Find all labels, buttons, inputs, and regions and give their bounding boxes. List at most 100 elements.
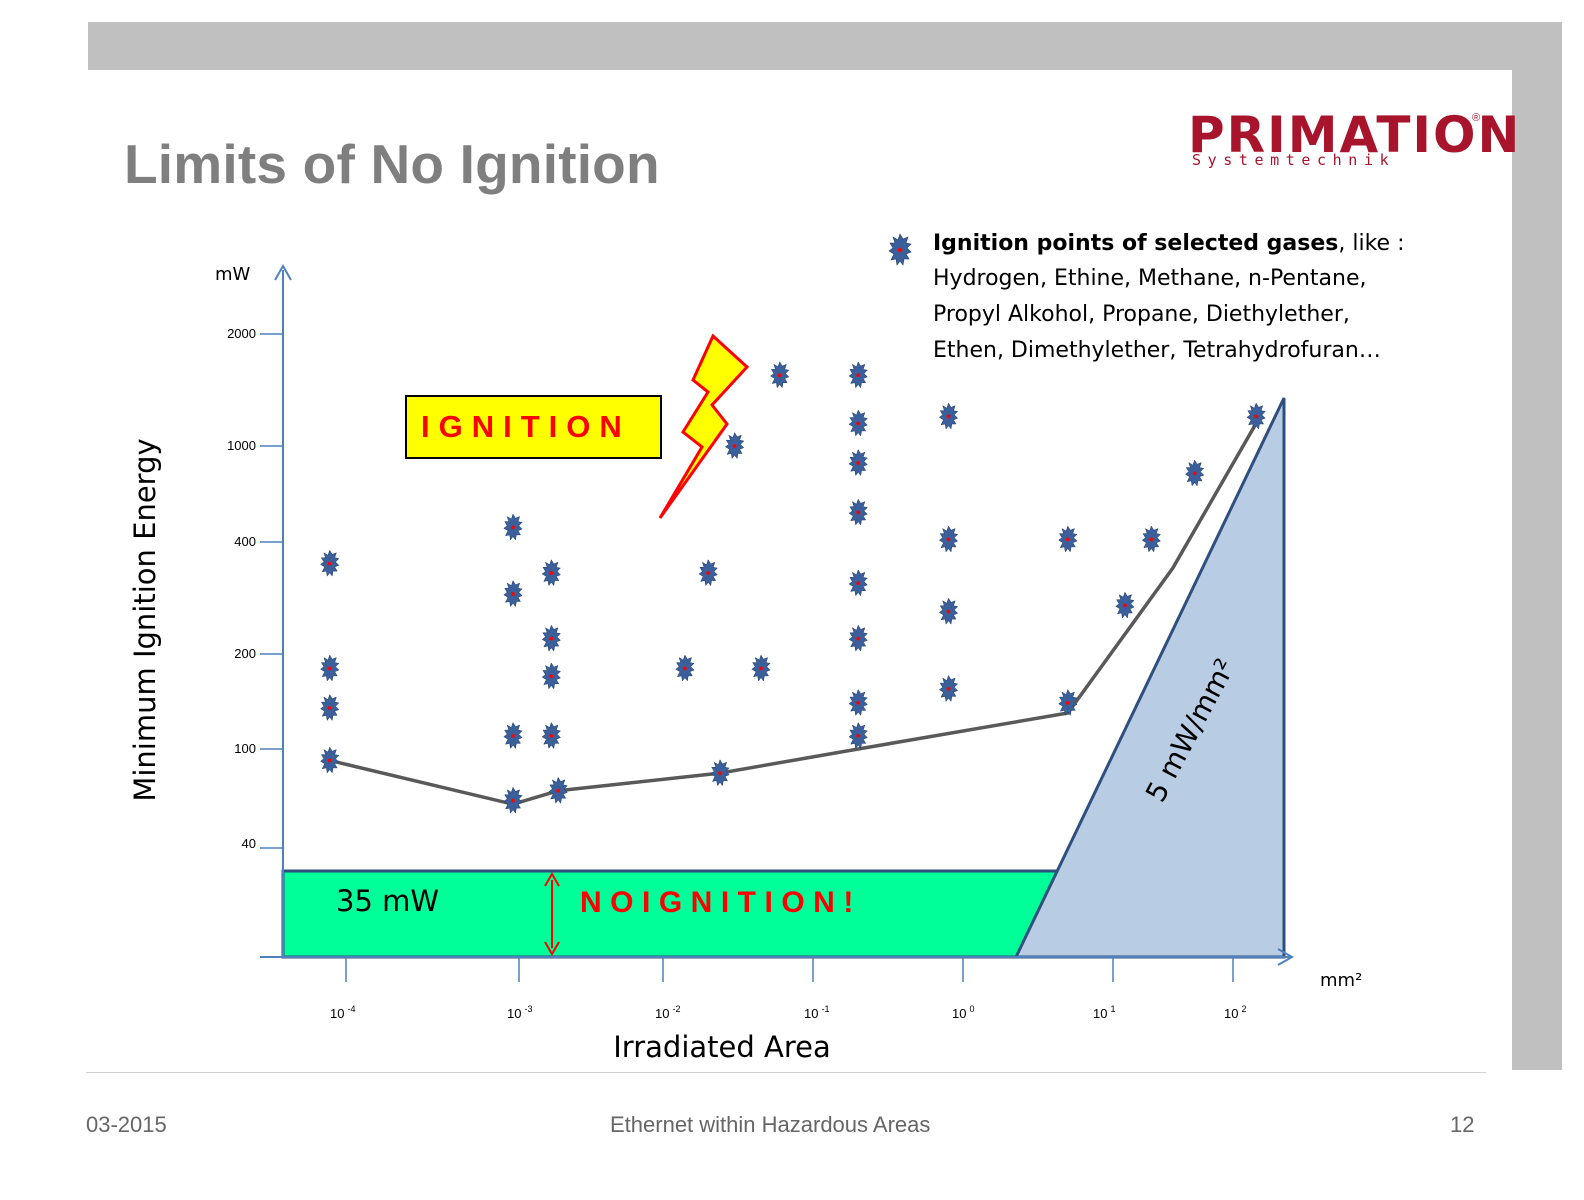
y-axis-arrow	[274, 263, 292, 281]
x-tick-label: 10 1	[1093, 1004, 1115, 1021]
x-axis-arrow	[1277, 948, 1295, 966]
ignition-point	[320, 694, 340, 721]
x-tick-exponent: -1	[821, 1004, 829, 1014]
ignition-point	[320, 746, 340, 774]
ignition-label: IGNITION	[421, 409, 631, 444]
side-bar	[1512, 70, 1562, 1070]
ignition-point	[938, 402, 959, 430]
ignition-point	[503, 513, 523, 541]
page-number: 12	[1450, 1112, 1475, 1137]
ignition-point	[1246, 402, 1266, 430]
y-tick-label: 2000	[227, 326, 256, 341]
ignition-point	[503, 722, 523, 749]
y-tick-label: 100	[234, 741, 256, 756]
ignition-point	[848, 361, 868, 389]
x-axis-title: Irradiated Area	[613, 1030, 830, 1064]
ignition-point	[848, 689, 868, 716]
axes	[260, 263, 1295, 966]
page-title: Limits of No Ignition	[124, 133, 660, 195]
x-unit-label: mm²	[1320, 970, 1362, 991]
x-tick-base: 10	[1224, 1006, 1238, 1021]
x-tick-exponent: -3	[524, 1004, 532, 1014]
ignition-point	[1185, 459, 1205, 487]
y-unit-label: mW	[215, 264, 251, 285]
ignition-point	[938, 675, 959, 702]
primation-logo: PRIMATION Systemtechnik ®	[1188, 110, 1519, 172]
x-tick-base: 10	[952, 1006, 966, 1021]
no-ignition-arrow	[544, 872, 560, 956]
footer-date: 03-2015	[86, 1112, 167, 1137]
x-tick-exponent: -2	[672, 1004, 680, 1014]
legend-marker-icon	[888, 233, 912, 266]
ignition-point	[848, 569, 868, 597]
ignition-point	[541, 624, 561, 652]
ignition-point	[725, 432, 745, 459]
top-bar	[88, 22, 1562, 70]
x-tick-base: 10	[330, 1006, 344, 1021]
footer-title: Ethernet within Hazardous Areas	[610, 1112, 931, 1137]
no-ignition-label: NOIGNITION!	[580, 886, 862, 919]
lightning-bolt-icon	[658, 333, 750, 519]
legend-line: Propyl Alkohol, Propane, Diethylether,	[933, 302, 1350, 327]
ignition-point	[1058, 525, 1078, 553]
ignition-point	[848, 722, 868, 749]
logo-registered-mark: ®	[1472, 112, 1481, 124]
ignition-point	[848, 449, 868, 476]
legend-line: Ethen, Dimethylether, Tetrahydrofuran…	[933, 338, 1381, 363]
x-tick-label: 10 0	[952, 1004, 974, 1021]
ignition-point	[710, 759, 730, 787]
y-tick-label: 1000	[227, 438, 256, 453]
x-tick-label: 10 -2	[655, 1004, 680, 1021]
x-tick-exponent: 2	[1241, 1004, 1246, 1014]
legend-suffix: , like :	[1338, 231, 1404, 256]
ignition-point	[848, 498, 868, 526]
y-tick-label: 400	[234, 534, 256, 549]
limit-value-label: 35 mW	[336, 884, 439, 918]
y-tick-label: 200	[234, 646, 256, 661]
logo-subtext: Systemtechnik	[1192, 151, 1396, 169]
y-tick-label: 40	[242, 836, 256, 851]
footer-divider	[86, 1072, 1486, 1073]
ignition-point	[848, 409, 868, 437]
ignition-point	[938, 525, 959, 553]
ignition-point	[320, 654, 340, 682]
power-density-region	[1013, 397, 1286, 959]
logo-text: PRIMATION	[1188, 106, 1522, 164]
ignition-point	[548, 776, 568, 804]
x-tick-label: 10 2	[1224, 1004, 1246, 1021]
legend-title: Ignition points of selected gases	[933, 231, 1338, 256]
y-axis-title: Minimum Ignition Energy	[128, 438, 162, 801]
x-tick-base: 10	[1093, 1006, 1107, 1021]
ignition-point	[1058, 689, 1078, 716]
x-tick-label: 10 -4	[330, 1004, 355, 1021]
ignition-point	[541, 559, 561, 587]
ignition-point	[1115, 591, 1135, 619]
ignition-point	[675, 654, 695, 682]
ignition-box	[405, 395, 662, 459]
ignition-point	[541, 662, 561, 690]
x-tick-label: 10 -1	[804, 1004, 829, 1021]
ignition-point	[751, 654, 771, 682]
x-tick-base: 10	[655, 1006, 669, 1021]
ignition-point	[698, 559, 718, 587]
ignition-point	[938, 597, 959, 625]
ignition-point	[770, 361, 790, 389]
regions	[281, 397, 1286, 959]
x-ticks: 10 -4 10 -3 10 -2 10 -1 10 0 10 1 10 2	[330, 957, 1246, 1021]
arrow-head-top	[544, 872, 560, 887]
legend: Ignition points of selected gases, like …	[888, 231, 1405, 363]
ignition-point	[848, 624, 868, 652]
arrow-head-bottom	[544, 941, 560, 956]
legend-line: Hydrogen, Ethine, Methane, n-Pentane,	[933, 266, 1366, 291]
x-tick-exponent: -4	[347, 1004, 355, 1014]
x-tick-exponent: 0	[969, 1004, 974, 1014]
y-ticks: 2000 1000 400 200 100 40	[227, 326, 283, 851]
ignition-point	[503, 786, 523, 814]
ignition-point	[541, 722, 561, 749]
x-tick-base: 10	[804, 1006, 818, 1021]
x-tick-exponent: 1	[1110, 1004, 1115, 1014]
ignition-point	[1141, 525, 1161, 553]
legend-title-line: Ignition points of selected gases, like …	[933, 231, 1405, 256]
ignition-point	[503, 580, 523, 607]
